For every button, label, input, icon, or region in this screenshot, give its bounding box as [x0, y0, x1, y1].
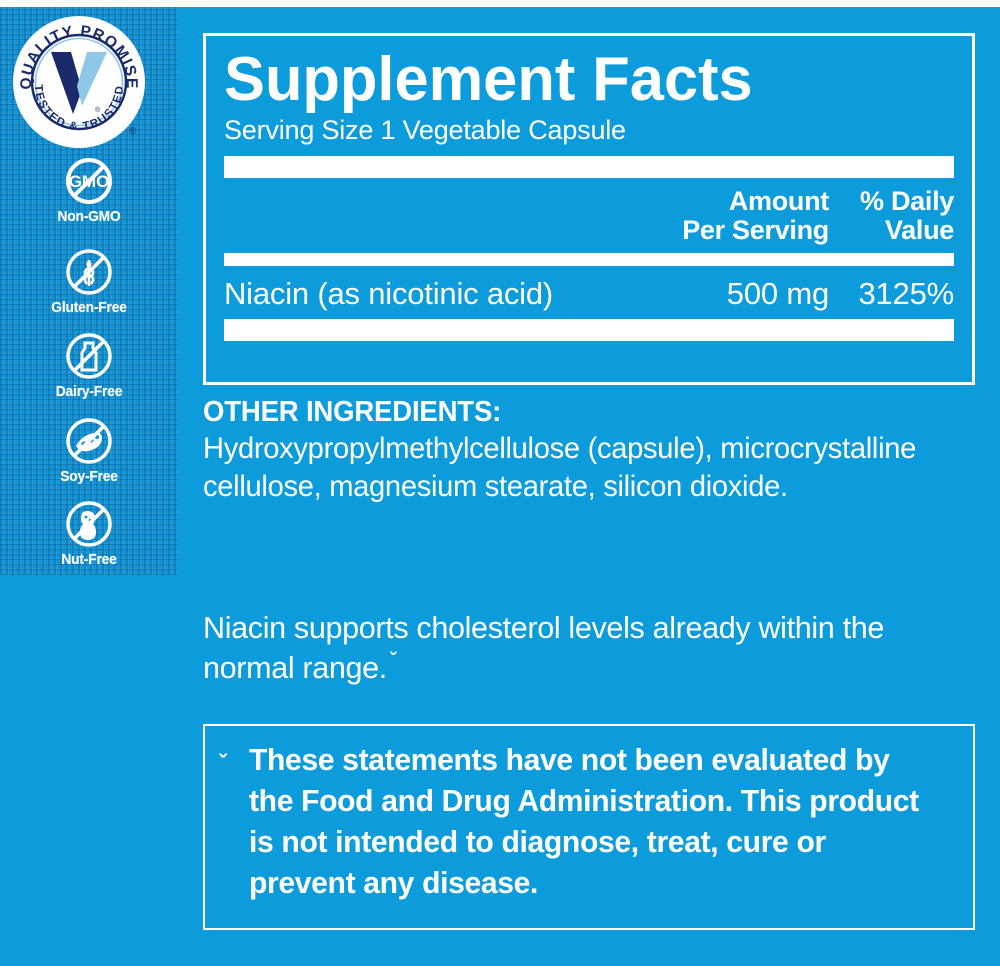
- free-from-item-dairy-free: Dairy-Free: [0, 330, 178, 400]
- free-from-label: Soy-Free: [60, 468, 118, 485]
- free-from-label: Non-GMO: [57, 208, 121, 225]
- other-ingredients-body: Hydroxypropylmethylcellulose (capsule), …: [203, 432, 917, 504]
- no-soybean-icon: [66, 418, 112, 464]
- rule-top: [224, 156, 954, 179]
- rule-bottom: [224, 318, 954, 341]
- other-ingredients-heading: OTHER INGREDIENTS:: [203, 396, 502, 428]
- quality-promise-seal: ® QUALITY PROMISE TESTED & TRUSTED ®: [11, 14, 147, 150]
- disclaimer-marker-icon: ˇ: [219, 750, 227, 776]
- svg-text:®: ®: [95, 106, 101, 114]
- nutrient-daily-value: 3125%: [858, 275, 954, 311]
- no-milk-bottle-icon: [66, 333, 112, 379]
- daily-line-1: % Daily: [860, 186, 954, 217]
- serving-size: Serving Size 1 Vegetable Capsule: [224, 115, 626, 146]
- free-from-item-nut-free: Nut-Free: [0, 498, 178, 568]
- claim-text: Niacin supports cholesterol levels alrea…: [203, 610, 885, 685]
- nutrient-amount: 500 mg: [726, 275, 829, 311]
- amount-line-1: Amount: [728, 186, 829, 217]
- other-ingredients-section: OTHER INGREDIENTS: Hydroxypropylmethylce…: [203, 396, 983, 506]
- panel-title: Supplement Facts: [224, 45, 753, 114]
- table-header: Amount Per Serving % Daily Value: [224, 187, 954, 245]
- free-from-label: Gluten-Free: [51, 299, 127, 316]
- product-claim: Niacin supports cholesterol levels alrea…: [203, 608, 971, 687]
- no-gmo-icon: GMO: [66, 158, 112, 204]
- supplement-facts-panel: Supplement Facts Serving Size 1 Vegetabl…: [203, 33, 975, 385]
- daily-line-2: Value: [884, 215, 954, 246]
- free-from-label: Dairy-Free: [55, 383, 123, 400]
- fda-disclaimer-box: ˇ These statements have not been evaluat…: [203, 724, 975, 930]
- rule-header: [224, 252, 954, 266]
- column-header-amount: Amount Per Serving: [599, 187, 829, 245]
- seal-registered-mark: ®: [129, 126, 137, 137]
- top-edge-strip: [0, 0, 1000, 7]
- free-from-label: Nut-Free: [61, 551, 117, 568]
- disclaimer-text: These statements have not been evaluated…: [249, 742, 919, 900]
- table-row: Niacin (as nicotinic acid) 500 mg 3125%: [224, 276, 954, 312]
- no-peanut-icon: [66, 501, 112, 547]
- free-from-item-non-gmo: GMO Non-GMO: [0, 155, 178, 225]
- column-header-daily-value: % Daily Value: [829, 187, 954, 245]
- amount-line-2: Per Serving: [682, 215, 829, 246]
- free-from-item-soy-free: Soy-Free: [0, 415, 178, 485]
- nutrient-name: Niacin (as nicotinic acid): [224, 275, 554, 311]
- free-from-item-gluten-free: Gluten-Free: [0, 246, 178, 316]
- claim-marker-icon: ˇ: [389, 649, 397, 672]
- no-wheat-icon: [66, 249, 112, 295]
